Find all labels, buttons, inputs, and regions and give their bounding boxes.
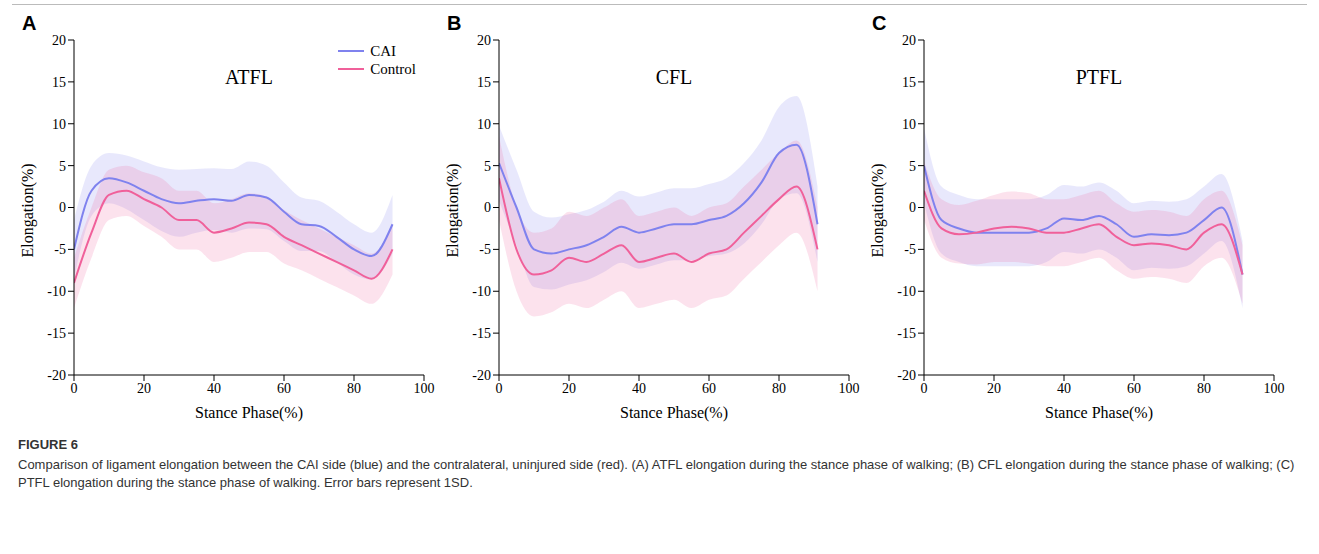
svg-text:5: 5 (59, 159, 66, 174)
svg-text:-10: -10 (897, 284, 916, 299)
html-text:B: B (447, 12, 462, 34)
svg-text:0: 0 (496, 381, 503, 396)
svg-text:0: 0 (921, 381, 928, 396)
svg-text:5: 5 (909, 159, 916, 174)
svg-text:-15: -15 (47, 326, 66, 341)
svg-text:20: 20 (477, 33, 491, 48)
svg-text:0: 0 (484, 200, 491, 215)
html-text:Comparison of ligament elongat: Comparison of ligament elongation betwee… (18, 457, 1295, 490)
svg-text:100: 100 (1264, 381, 1285, 396)
svg-text:-10: -10 (472, 284, 491, 299)
svg-text:100: 100 (414, 381, 435, 396)
svg-text:Elongation(%): Elongation(%) (869, 163, 887, 257)
html-text:CFL: CFL (655, 66, 693, 88)
svg-text:-15: -15 (897, 326, 916, 341)
svg-text:20: 20 (562, 381, 576, 396)
svg-text:Elongation(%): Elongation(%) (444, 163, 462, 257)
svg-text:-5: -5 (54, 242, 66, 257)
html-text:ATFL: ATFL (225, 66, 273, 88)
svg-text:60: 60 (702, 381, 716, 396)
svg-text:15: 15 (477, 75, 491, 90)
svg-text:80: 80 (347, 381, 361, 396)
svg-text:80: 80 (1197, 381, 1211, 396)
svg-text:40: 40 (207, 381, 221, 396)
svg-text:40: 40 (1057, 381, 1071, 396)
svg-text:-20: -20 (897, 368, 916, 383)
svg-text:10: 10 (52, 117, 66, 132)
svg-text:0: 0 (71, 381, 78, 396)
html-text:CAI: CAI (370, 42, 396, 59)
html-text:PTFL: PTFL (1075, 66, 1123, 88)
svg-text:5: 5 (484, 159, 491, 174)
svg-text:40: 40 (632, 381, 646, 396)
html-text:Control: Control (370, 60, 416, 77)
svg-text:-20: -20 (47, 368, 66, 383)
html-text:FIGURE 6: FIGURE 6 (18, 437, 78, 452)
svg-text:Stance Phase(%): Stance Phase(%) (1045, 404, 1153, 422)
svg-text:0: 0 (59, 200, 66, 215)
svg-text:-10: -10 (47, 284, 66, 299)
svg-text:20: 20 (137, 381, 151, 396)
svg-text:20: 20 (902, 33, 916, 48)
svg-text:-5: -5 (904, 242, 916, 257)
svg-text:60: 60 (277, 381, 291, 396)
svg-text:80: 80 (772, 381, 786, 396)
svg-text:10: 10 (902, 117, 916, 132)
svg-text:Stance Phase(%): Stance Phase(%) (195, 404, 303, 422)
svg-text:Stance Phase(%): Stance Phase(%) (620, 404, 728, 422)
svg-text:15: 15 (52, 75, 66, 90)
svg-text:60: 60 (1127, 381, 1141, 396)
svg-text:-15: -15 (472, 326, 491, 341)
svg-text:20: 20 (987, 381, 1001, 396)
svg-text:20: 20 (52, 33, 66, 48)
svg-text:-20: -20 (472, 368, 491, 383)
svg-text:Elongation(%): Elongation(%) (19, 163, 37, 257)
html-text:C: C (872, 12, 887, 34)
svg-text:-5: -5 (479, 242, 491, 257)
svg-text:100: 100 (839, 381, 860, 396)
svg-text:10: 10 (477, 117, 491, 132)
html-text:A: A (22, 12, 37, 34)
svg-text:0: 0 (909, 200, 916, 215)
svg-text:15: 15 (902, 75, 916, 90)
